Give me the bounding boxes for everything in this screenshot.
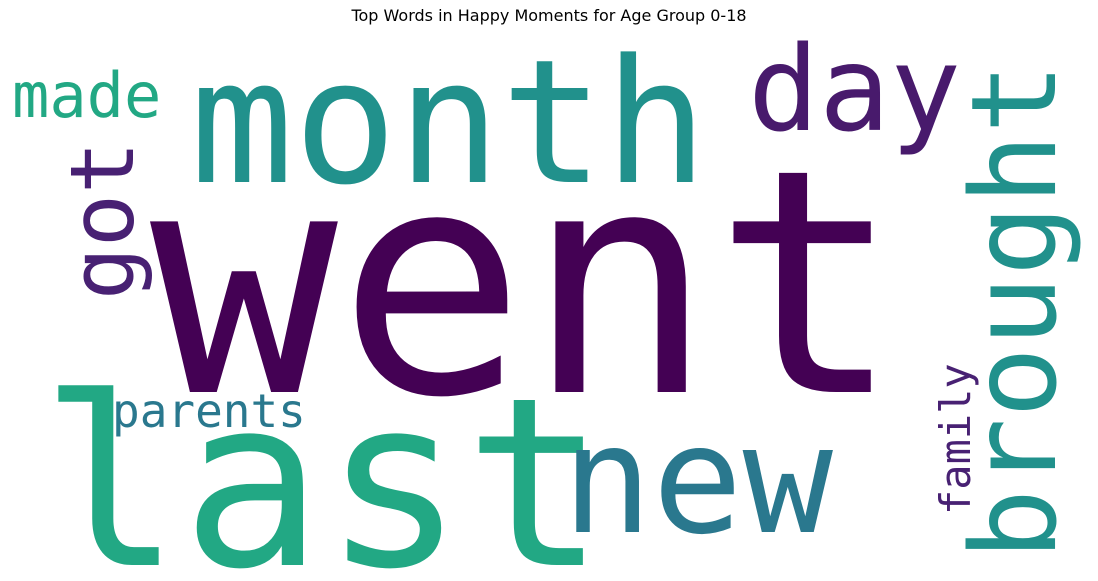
word-last: last (40, 348, 606, 581)
chart-title: Top Words in Happy Moments for Age Group… (351, 6, 747, 25)
word-day: day (748, 20, 961, 158)
word-made: made (12, 59, 161, 132)
word-family: family (931, 363, 980, 515)
word-went: went (150, 102, 901, 466)
word-new: new (562, 394, 834, 568)
word-brought: brought (945, 63, 1083, 560)
word-month: month (190, 22, 708, 223)
word-got: got (51, 141, 154, 300)
word-parents: parents (112, 384, 306, 438)
